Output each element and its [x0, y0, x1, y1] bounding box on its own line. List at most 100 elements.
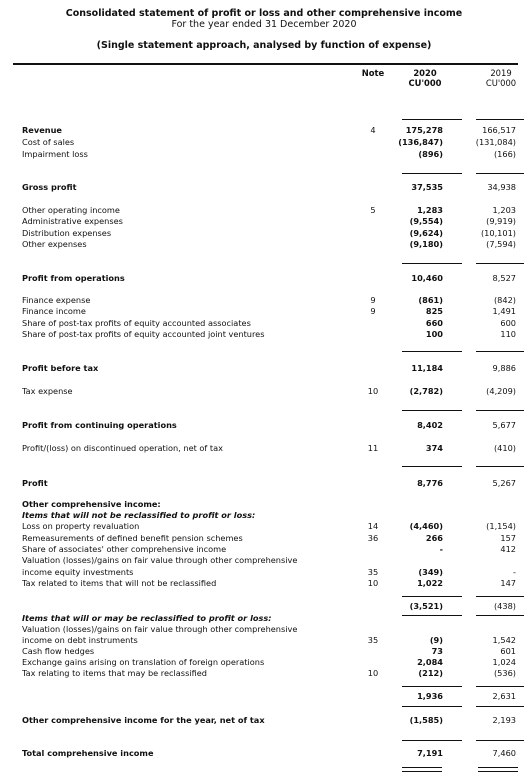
- row-value-2020: 2,084: [417, 657, 443, 667]
- row-label: Revenue: [22, 125, 62, 135]
- row-value-2019: (410): [493, 443, 516, 453]
- row-label: Tax expense: [22, 386, 73, 396]
- row-value-2019: (4,209): [486, 386, 516, 396]
- statement-period: For the year ended 31 December 2020: [171, 19, 357, 30]
- total-rule: [402, 706, 462, 707]
- total-rule: [402, 740, 462, 741]
- total-rule: [476, 173, 524, 174]
- row-label: Profit from operations: [22, 273, 125, 283]
- row-value-2020: (9,624): [409, 228, 443, 238]
- total-rule: [476, 119, 524, 120]
- row-value-2020: (9): [429, 635, 443, 645]
- row-label: Total comprehensive income: [22, 748, 154, 758]
- row-value-2020: (861): [418, 295, 443, 305]
- row-label: Share of post-tax profits of equity acco…: [22, 329, 265, 339]
- row-value-2019: (536): [493, 668, 516, 678]
- total-rule: [476, 686, 524, 687]
- row-note: 35: [367, 635, 379, 645]
- row-value-2020: (896): [418, 149, 443, 159]
- row-value-2020: 266: [425, 533, 443, 543]
- row-value-2020: 11,184: [411, 363, 443, 373]
- row-value-2019: 1,542: [492, 635, 516, 645]
- row-value-2019: (7,594): [486, 239, 516, 249]
- row-label: Valuation (losses)/gains on fair value t…: [22, 555, 298, 565]
- row-label: Cash flow hedges: [22, 646, 95, 656]
- total-rule: [476, 615, 524, 616]
- row-note: 10: [367, 578, 379, 588]
- row-value-2019: -: [513, 567, 516, 577]
- total-rule: [478, 767, 518, 768]
- row-value-2019: (438): [493, 601, 516, 611]
- row-note: 11: [367, 443, 379, 453]
- row-value-2019: (10,101): [480, 228, 516, 238]
- total-rule: [402, 263, 462, 264]
- row-value-2020: 660: [425, 318, 443, 328]
- row-value-2020: 8,402: [417, 420, 443, 430]
- row-value-2019: (842): [493, 295, 516, 305]
- total-rule: [476, 706, 524, 707]
- row-value-2019: (166): [493, 149, 516, 159]
- row-note: 9: [370, 306, 376, 316]
- row-value-2019: 166,517: [482, 125, 516, 135]
- row-value-2020: 825: [425, 306, 443, 316]
- row-value-2020: 7,191: [417, 748, 443, 758]
- row-value-2020: (3,521): [409, 601, 443, 611]
- row-note: 36: [367, 533, 379, 543]
- statement-approach: (Single statement approach, analysed by …: [96, 40, 432, 51]
- row-label: Other operating income: [22, 205, 120, 215]
- row-label: Tax relating to items that may be reclas…: [22, 668, 208, 678]
- total-rule: [402, 615, 462, 616]
- row-label: income on debt instruments: [22, 635, 138, 645]
- row-value-2019: 147: [500, 578, 516, 588]
- row-value-2020: (1,585): [409, 715, 443, 725]
- row-value-2020: (349): [418, 567, 443, 577]
- row-value-2020: 374: [425, 443, 443, 453]
- row-label: Finance income: [22, 306, 86, 316]
- column-2020-unit: CU'000: [408, 78, 442, 88]
- row-label: Exchange gains arising on translation of…: [22, 657, 265, 667]
- total-rule: [402, 119, 462, 120]
- total-rule: [478, 771, 518, 772]
- row-value-2019: 110: [500, 329, 516, 339]
- row-label: Items that will not be reclassified to p…: [22, 510, 256, 520]
- total-rule: [402, 767, 442, 768]
- row-label: Distribution expenses: [22, 228, 112, 238]
- row-label: Cost of sales: [22, 137, 75, 147]
- total-rule: [402, 596, 462, 597]
- column-2019-header: 2019: [490, 68, 512, 78]
- header-rule: [13, 63, 518, 65]
- total-rule: [402, 466, 462, 467]
- row-value-2019: (9,919): [486, 216, 516, 226]
- row-label: Profit: [22, 478, 48, 488]
- row-label: Share of associates' other comprehensive…: [22, 544, 227, 554]
- total-rule: [402, 410, 462, 411]
- row-value-2019: (131,084): [475, 137, 516, 147]
- total-rule: [476, 351, 524, 352]
- row-value-2019: 8,527: [492, 273, 516, 283]
- total-rule: [402, 173, 462, 174]
- row-note: 10: [367, 386, 379, 396]
- row-value-2020: 10,460: [411, 273, 443, 283]
- row-value-2020: 100: [425, 329, 443, 339]
- row-value-2019: 34,938: [487, 182, 516, 192]
- row-label: Other comprehensive income:: [22, 499, 161, 509]
- row-value-2019: 2,631: [492, 691, 516, 701]
- row-label: Tax related to items that will not be re…: [22, 578, 217, 588]
- row-label: Other comprehensive income for the year,…: [22, 715, 265, 725]
- statement-title: Consolidated statement of profit or loss…: [65, 8, 463, 19]
- row-value-2019: 157: [500, 533, 516, 543]
- row-note: 4: [370, 125, 376, 135]
- row-value-2020: (2,782): [409, 386, 443, 396]
- row-value-2019: 1,024: [492, 657, 516, 667]
- total-rule: [476, 596, 524, 597]
- row-value-2019: 2,193: [492, 715, 516, 725]
- row-label: Gross profit: [22, 182, 77, 192]
- row-value-2020: (4,460): [409, 521, 443, 531]
- row-value-2019: 1,203: [492, 205, 516, 215]
- row-note: 9: [370, 295, 376, 305]
- row-label: Impairment loss: [22, 149, 88, 159]
- row-value-2020: (9,554): [409, 216, 443, 226]
- total-rule: [402, 771, 442, 772]
- row-value-2020: 175,278: [405, 125, 443, 135]
